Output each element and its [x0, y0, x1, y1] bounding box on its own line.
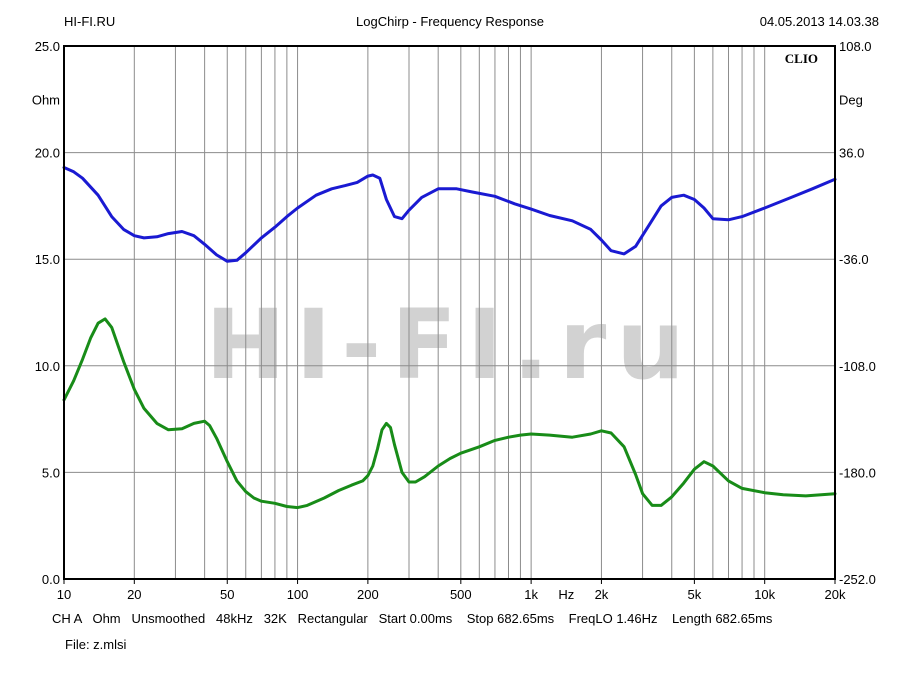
header-lab-name: HI-FI.RU [64, 14, 116, 29]
y-right-tick-label: -108.0 [839, 359, 876, 374]
x-axis-unit-label: Hz [558, 587, 574, 602]
y-right-tick-label: 108.0 [839, 39, 872, 54]
phase-curve [62, 317, 837, 510]
x-tick-label: 2k [595, 587, 609, 602]
file-name: File: z.mlsi [65, 637, 127, 652]
y-right-tick-label: -36.0 [839, 252, 869, 267]
header-timestamp: 04.05.2013 14.03.38 [759, 14, 879, 29]
impedance-curve [62, 166, 837, 263]
x-tick-label: 500 [450, 587, 472, 602]
axis-labels: 10 20 50 100 200 500 1k 2k 5k 10k 20k Hz 25.0 20.0 15.… [32, 39, 876, 602]
y-left-tick-label: 0.0 [42, 572, 60, 587]
x-tick-label: 1k [524, 587, 538, 602]
x-tick-label: 20 [127, 587, 141, 602]
grid-lines [64, 46, 835, 579]
y-right-tick-label: -180.0 [839, 465, 876, 480]
x-tick-label: 5k [688, 587, 702, 602]
y-left-tick-label: 5.0 [42, 465, 60, 480]
measurement-settings: CH A Ohm Unsmoothed 48kHz 32K Rectangula… [52, 611, 773, 626]
watermark: HI-FI.ru [205, 289, 694, 401]
x-tick-label: 10 [57, 587, 71, 602]
x-tick-label: 50 [220, 587, 234, 602]
y-right-tick-label: 36.0 [839, 146, 864, 161]
data-series [62, 166, 837, 510]
y-left-unit-label: Ohm [32, 92, 60, 107]
y-left-tick-label: 20.0 [35, 146, 60, 161]
x-tick-label: 20k [825, 587, 846, 602]
clio-brand-label: CLIO [785, 51, 818, 66]
y-left-tick-label: 15.0 [35, 252, 60, 267]
y-left-tick-label: 10.0 [35, 359, 60, 374]
x-tick-label: 200 [357, 587, 379, 602]
y-right-tick-label: -252.0 [839, 572, 876, 587]
y-left-tick-label: 25.0 [35, 39, 60, 54]
chart-title: LogChirp - Frequency Response [356, 14, 544, 29]
x-tick-label: 100 [287, 587, 309, 602]
y-right-unit-label: Deg [839, 92, 863, 107]
plot-frame [63, 45, 836, 580]
x-tick-label: 10k [754, 587, 775, 602]
